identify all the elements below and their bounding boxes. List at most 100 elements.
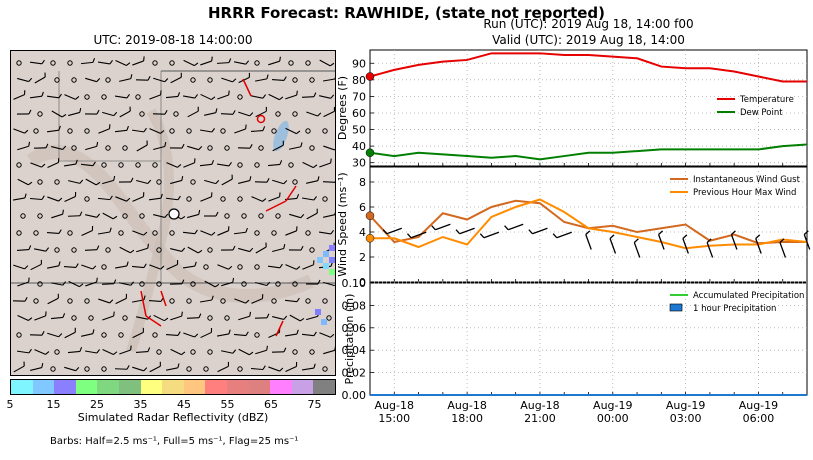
wind-barb-flag [215,179,220,185]
wind-barb-staff [132,331,144,339]
colorbar-segment [54,380,76,394]
colorbar-segment [183,380,206,394]
wind-barb-flag [58,125,61,131]
y-tick-label: 2 [359,251,366,264]
wind-barb [34,311,47,321]
wind-barb-staff [755,238,762,254]
wind-barb [217,226,230,236]
wind-barb [80,57,96,65]
wind-barb-flag [96,78,101,83]
wind-barb [131,263,147,269]
wind-barb [284,297,300,303]
wind-barb-staff [221,350,233,354]
wind-barb-staff [85,178,97,186]
wind-barb-staff [271,78,285,82]
wind-barb-staff [13,94,25,100]
wind-barb-staff [507,223,524,231]
calm-wind-marker [169,230,175,236]
calm-wind-marker [190,281,196,287]
wind-barb [85,277,98,287]
calm-wind-marker [220,128,226,134]
wind-barb-flag [125,293,127,299]
wind-barb [84,245,100,251]
wind-barb-flag [181,279,185,284]
calm-wind-marker [105,145,111,151]
wind-barb-flag [58,333,63,338]
wind-barb [233,331,249,337]
calm-wind-marker [292,179,298,185]
wind-barb-flag [96,349,101,354]
calm-wind-marker [224,315,230,321]
wind-barb-flag [23,361,25,367]
wind-barb [148,193,163,201]
wind-barb-flag [41,363,44,368]
legend-entry: 1 hour Precipitation [693,304,776,314]
wind-barb-staff [115,196,127,202]
wind-barb-staff [64,196,76,202]
terrain-ridge [26,145,314,303]
radar-echo-cell [315,309,321,315]
wind-barb-flag [803,230,809,235]
wind-barb-flag [317,112,322,117]
wind-barb-staff [102,212,114,220]
wind-barb-staff [153,314,165,322]
calm-wind-marker [152,230,158,236]
wind-barb-flag [130,74,133,79]
wind-barb-staff [183,59,195,67]
wind-barb [285,362,298,372]
wind-barb [306,208,318,220]
calm-wind-marker [190,77,196,83]
wind-barb [552,231,572,239]
wind-barb-flag [431,225,436,231]
wind-barb-flag [295,362,298,367]
wind-barb-flag [249,112,254,117]
wind-barb-staff [217,365,229,373]
calm-wind-marker [101,366,107,372]
wind-barb-flag [228,329,231,335]
series-start-marker [365,211,375,220]
wind-barb-staff [13,128,25,134]
calm-wind-marker [237,264,243,270]
wind-barb-flag [113,351,118,355]
wind-barb-staff [204,179,216,185]
wind-barb-staff [730,234,738,250]
legend-entry: Previous Hour Max Wind [693,188,796,198]
calm-wind-marker [322,128,328,134]
wind-barb-flag [313,260,315,265]
wind-barb [285,264,301,270]
calm-wind-marker [84,94,90,100]
wind-barb-flag [227,226,230,231]
wind-barb-flag [177,331,181,336]
wind-barb-flag [58,261,61,266]
wind-barb [166,363,180,371]
wind-barb [132,192,145,202]
wind-barb-flag [249,144,253,149]
calm-wind-marker [135,162,141,168]
wind-barb [755,234,762,254]
wind-barb [132,327,144,339]
wind-barb-flag [109,299,114,304]
wind-barb-flag [265,242,267,248]
wind-barb-staff [51,282,63,286]
wind-barb-flag [130,345,132,351]
wind-barb-flag [126,62,131,66]
wind-barb-flag [215,211,219,217]
wind-barb [238,111,254,117]
calm-wind-marker [105,247,111,253]
wind-barb [251,94,267,99]
wind-barb [135,76,151,81]
calm-wind-marker [101,332,107,338]
wind-barb [153,213,169,218]
wind-barb-staff [68,111,80,117]
wind-barb-staff [64,331,76,339]
wind-barb-staff [46,129,60,133]
wind-barb-staff [250,367,264,371]
wind-barb [803,230,811,250]
wind-barb [119,106,131,118]
wind-barb [119,281,135,286]
calm-wind-marker [139,111,145,117]
calm-wind-marker [152,332,158,338]
wind-barb-staff [102,315,114,321]
calm-wind-marker [288,60,294,66]
wind-barb-flag [109,124,111,129]
